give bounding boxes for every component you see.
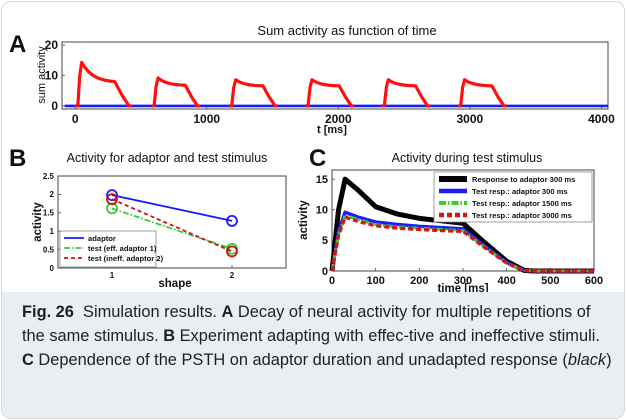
panel-b-plot-frame: [57, 175, 287, 269]
panel-c-legend-label: Test resp.: adaptor 3000 ms: [472, 211, 572, 220]
panel-c2-xtick-label: 100: [366, 275, 384, 287]
panel-b1-ytick-label: 2.5: [43, 172, 55, 181]
panel-c-ticks: 0 100 200 300 400 500 600 0 5 10 15: [316, 174, 603, 287]
panel-a0-xtick-label: 1000: [193, 112, 220, 126]
caption-b-text: Experiment adapting with effec-tive and …: [179, 327, 600, 345]
panel-a-title: Sum activity as function of time: [257, 23, 436, 38]
panel-c-lines: [329, 176, 594, 274]
panel-c-title: Activity during test stimulus: [392, 151, 543, 165]
panel-a-pulse: [229, 78, 278, 108]
panel-c-xlabel: time [ms]: [437, 283, 488, 292]
panel-c2-ytick-label: 10: [316, 205, 328, 217]
panel-c2-xtick-label: 600: [585, 275, 603, 287]
panel-a-xlabel: t [ms]: [317, 124, 347, 136]
caption-c-end: ): [606, 351, 612, 369]
caption-c-text: Dependence of the PSTH on adaptor durati…: [38, 351, 568, 369]
panel-a-pulse: [305, 78, 355, 108]
panel-c-legend-label: Response to adaptor 300 ms: [472, 175, 575, 184]
panel-c-legend: Response to adaptor 300 ms Test resp.: ad…: [433, 171, 593, 223]
panel-b-legend-box: [59, 230, 157, 268]
figure-plots: A Sum activity as function of time 0 1000…: [9, 23, 615, 292]
panel-a-ticks: 0 1000 2000 3000 4000 0 10 20: [45, 38, 615, 126]
panel-b-ylabel: activity: [32, 202, 44, 242]
panel-a-pulse: [75, 60, 132, 108]
panel-b-point: [226, 245, 238, 258]
panel-a-letter: A: [9, 31, 26, 58]
panel-a0-ytick-label: 10: [45, 69, 59, 83]
panel-c2-ytick-label: 5: [322, 235, 328, 247]
caption-b-letter: B: [163, 327, 176, 345]
panel-b-title: Activity for adaptor and test stimulus: [67, 151, 268, 165]
panel-b-point: [226, 214, 238, 227]
panel-b-legend-label: test (eff. adaptor 1): [88, 244, 157, 253]
panel-b1-xtick-label: 2: [230, 271, 235, 280]
panel-b1-ytick-label: 2: [50, 190, 55, 199]
panel-a0-ytick-label: 0: [51, 99, 58, 113]
panel-b-series-line: [111, 194, 233, 222]
caption-background: [2, 292, 624, 418]
panel-c-letter: C: [309, 145, 326, 172]
panel-a-pulse: [381, 78, 431, 108]
caption-fig-label: Fig. 26: [22, 303, 74, 321]
panel-c: C Activity during test stimulus 0 100 200 3…: [298, 145, 603, 292]
panel-a0-xtick-label: 4000: [588, 112, 615, 126]
caption-a-letter: A: [221, 303, 234, 321]
panel-b-legend-label: test (ineff. adaptor 2): [88, 254, 164, 263]
panel-a0-ytick-label: 20: [45, 38, 59, 52]
panel-b1-xtick-label: 1: [110, 271, 115, 280]
panel-b1-ytick-label: 1.5: [43, 209, 55, 218]
panel-c2-xtick-label: 300: [454, 275, 472, 287]
panel-a-plot-frame: [61, 41, 609, 110]
panel-a-ylabel: sum activity: [36, 46, 48, 104]
panel-c-ylabel: activity: [298, 200, 310, 240]
panel-c-series-line: [330, 215, 594, 273]
panel-b-series-line: [111, 198, 233, 253]
panel-b-xlabel: shape: [158, 278, 191, 290]
panel-b1-ytick-label: 0.5: [43, 245, 55, 254]
caption-c-letter: C: [22, 351, 34, 369]
panel-a0-xtick-label: 0: [72, 112, 79, 126]
panel-b-lines: [106, 189, 238, 258]
caption-a-text: Decay of neural activity for multiple re…: [22, 303, 591, 345]
panel-c-legend-label: Test resp.: adaptor 300 ms: [472, 187, 568, 196]
panel-c2-xtick-label: 500: [541, 275, 559, 287]
panel-a-lines: [64, 60, 608, 108]
panel-c-legend-label: Test resp.: adaptor 1500 ms: [472, 199, 572, 208]
panel-b1-ytick-label: 1: [50, 227, 55, 236]
panel-b-legend-label: adaptor: [88, 234, 116, 243]
panel-b-ticks: 1 2 0 0.5 1 1.5 2 2.5: [43, 172, 235, 280]
panel-c2-xtick-label: 400: [497, 275, 515, 287]
panel-a-pulse: [151, 76, 201, 108]
panel-a-pulse: [458, 78, 507, 108]
panel-b-letter: B: [9, 145, 26, 172]
figure-caption: Fig. 26 Simulation results. A Decay of n…: [22, 300, 612, 372]
panel-c2-ytick-label: 15: [316, 174, 328, 186]
panel-a0-xtick-label: 3000: [457, 112, 484, 126]
panel-a0-xtick-label: 2000: [325, 112, 352, 126]
panel-a: A Sum activity as function of time 0 1000…: [9, 23, 615, 136]
panel-b-point: [106, 193, 118, 206]
caption-intro: Simulation results.: [83, 303, 217, 321]
caption-c-italic: black: [567, 351, 607, 369]
panel-b: B Activity for adaptor and test stimulus…: [9, 145, 287, 290]
panel-c2-ytick-label: 0: [322, 266, 328, 278]
panel-b1-ytick-label: 0: [50, 264, 55, 273]
panel-c2-xtick-label: 0: [329, 275, 335, 287]
panel-c2-xtick-label: 200: [410, 275, 428, 287]
